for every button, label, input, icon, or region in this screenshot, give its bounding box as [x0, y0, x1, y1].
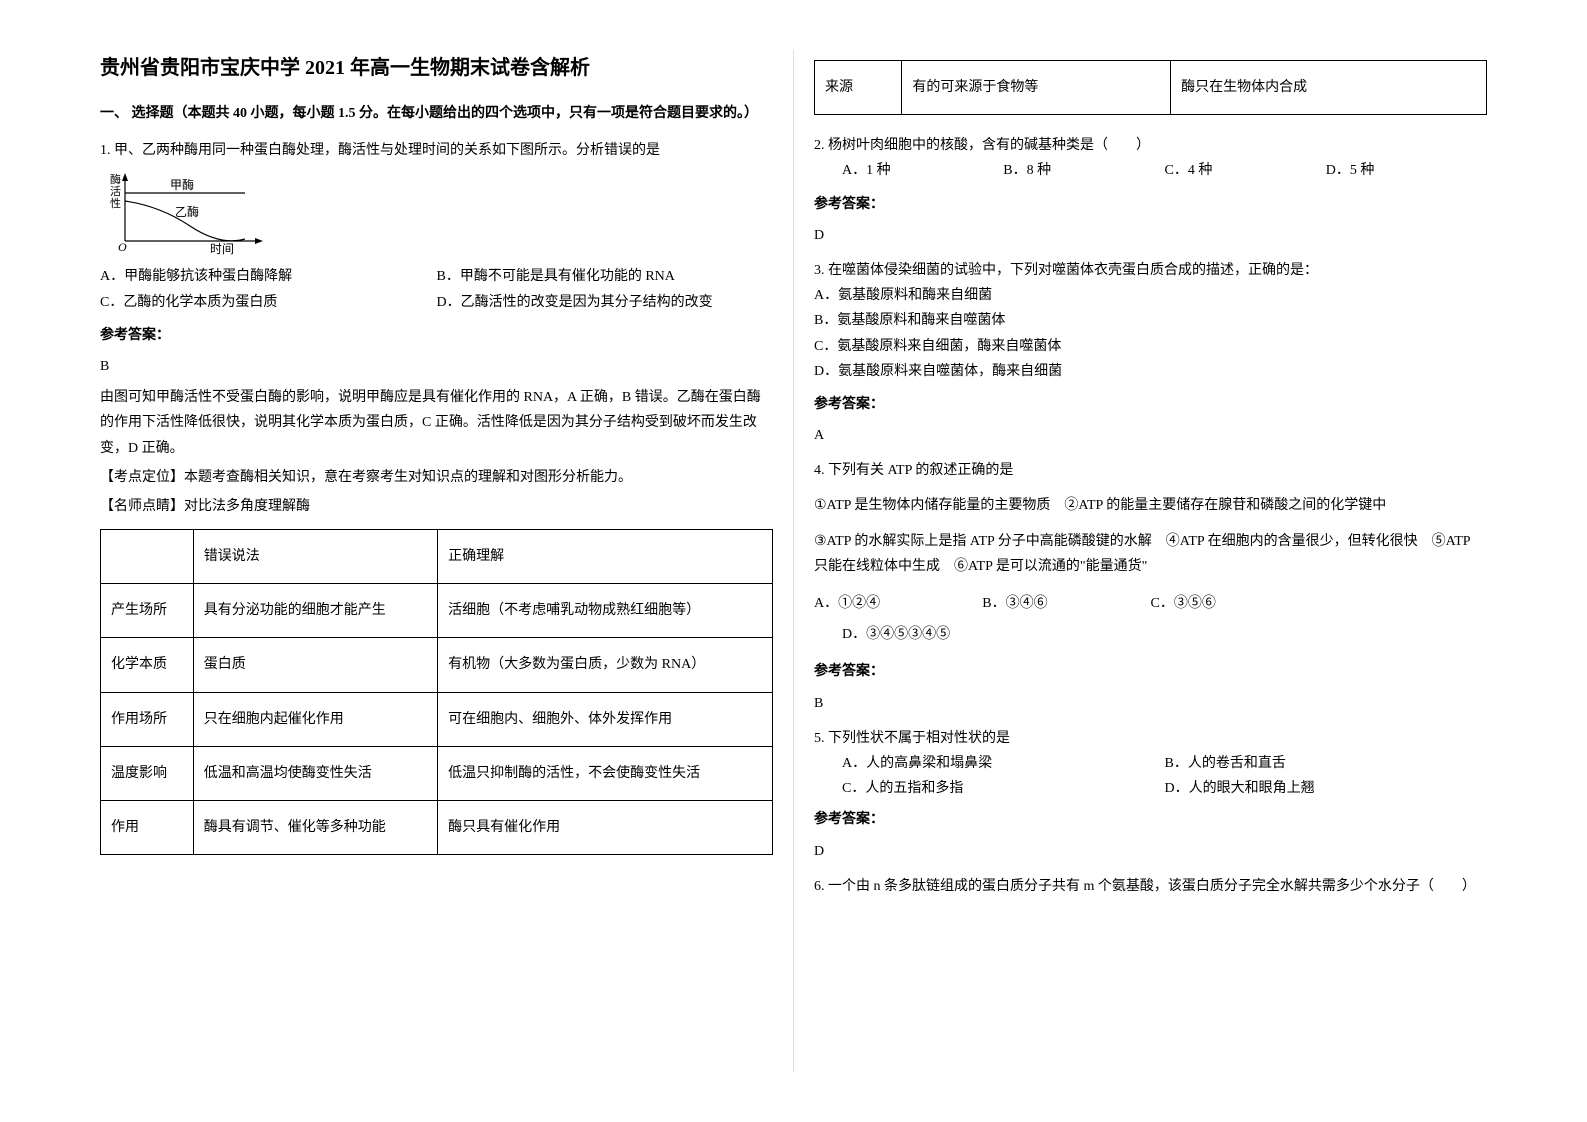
q1-explain1: 由图可知甲酶活性不受蛋白酶的影响，说明甲酶应是具有催化作用的 RNA，A 正确，…	[100, 385, 773, 461]
q4-line1: ①ATP 是生物体内储存能量的主要物质 ②ATP 的能量主要储存在腺苷和磷酸之间…	[814, 493, 1487, 518]
q1-answer: B	[100, 354, 773, 379]
q2-answer-label: 参考答案：	[814, 192, 1487, 217]
q3-optB: B．氨基酸原料和酶来自噬菌体	[814, 308, 1487, 333]
q1-optD: D．乙酶活性的改变是因为其分子结构的改变	[437, 290, 774, 315]
q5-optD: D．人的眼大和眼角上翘	[1165, 776, 1488, 801]
section-intro: 一、 选择题（本题共 40 小题，每小题 1.5 分。在每小题给出的四个选项中，…	[100, 101, 773, 126]
q1-optA: A．甲酶能够抗该种蛋白酶降解	[100, 264, 437, 289]
q3-answer: A	[814, 423, 1487, 448]
q3-stem: 3. 在噬菌体侵染细菌的试验中，下列对噬菌体衣壳蛋白质合成的描述，正确的是：	[814, 258, 1487, 283]
q4-optD: D．③④⑤③④⑤	[814, 622, 1487, 647]
table-row: 化学本质 蛋白质 有机物（大多数为蛋白质，少数为 RNA）	[101, 638, 773, 692]
line1-label: 甲酶	[170, 177, 194, 192]
q5-stem: 5. 下列性状不属于相对性状的是	[814, 726, 1487, 751]
axis-x-label: 时间	[210, 242, 234, 256]
th-correct: 正确理解	[438, 530, 773, 584]
svg-text:O: O	[118, 240, 127, 254]
right-column: 来源 有的可来源于食物等 酶只在生物体内合成 2. 杨树叶肉细胞中的核酸，含有的…	[794, 50, 1507, 1072]
question-6: 6. 一个由 n 条多肽链组成的蛋白质分子共有 m 个氨基酸，该蛋白质分子完全水…	[814, 874, 1487, 899]
q2-optC: C．4 种	[1165, 158, 1326, 183]
q2-answer: D	[814, 223, 1487, 248]
table-row: 来源 有的可来源于食物等 酶只在生物体内合成	[815, 61, 1487, 115]
th-wrong: 错误说法	[193, 530, 437, 584]
line2-label: 乙酶	[175, 204, 199, 219]
q4-answer: B	[814, 691, 1487, 716]
axis-y-label: 酶	[110, 173, 121, 186]
q4-options: A．①②④ B．③④⑥ C．③⑤⑥ D．③④⑤③④⑤	[814, 591, 1487, 647]
compare-table-continued: 来源 有的可来源于食物等 酶只在生物体内合成	[814, 60, 1487, 115]
q2-stem: 2. 杨树叶肉细胞中的核酸，含有的碱基种类是（ ）	[814, 133, 1487, 158]
q1-optC: C．乙酶的化学本质为蛋白质	[100, 290, 437, 315]
q4-stem: 4. 下列有关 ATP 的叙述正确的是	[814, 458, 1487, 483]
q1-answer-label: 参考答案：	[100, 323, 773, 348]
question-4: 4. 下列有关 ATP 的叙述正确的是 ①ATP 是生物体内储存能量的主要物质 …	[814, 458, 1487, 716]
th-blank	[101, 530, 194, 584]
left-column: 贵州省贵阳市宝庆中学 2021 年高一生物期末试卷含解析 一、 选择题（本题共 …	[80, 50, 794, 1072]
q4-optA: A．①②④	[814, 591, 982, 616]
q2-optB: B．8 种	[1003, 158, 1164, 183]
q6-stem: 6. 一个由 n 条多肽链组成的蛋白质分子共有 m 个氨基酸，该蛋白质分子完全水…	[814, 874, 1487, 899]
q3-optA: A．氨基酸原料和酶来自细菌	[814, 283, 1487, 308]
question-3: 3. 在噬菌体侵染细菌的试验中，下列对噬菌体衣壳蛋白质合成的描述，正确的是： A…	[814, 258, 1487, 448]
table-row: 作用 酶具有调节、催化等多种功能 酶只具有催化作用	[101, 801, 773, 855]
table-header-row: 错误说法 正确理解	[101, 530, 773, 584]
q5-optB: B．人的卷舌和直舌	[1165, 751, 1488, 776]
q5-optC: C．人的五指和多指	[842, 776, 1165, 801]
question-5: 5. 下列性状不属于相对性状的是 A．人的高鼻梁和塌鼻梁 B．人的卷舌和直舌 C…	[814, 726, 1487, 864]
q5-optA: A．人的高鼻梁和塌鼻梁	[842, 751, 1165, 776]
table-row: 产生场所 具有分泌功能的细胞才能产生 活细胞（不考虑哺乳动物成熟红细胞等）	[101, 584, 773, 638]
svg-text:性: 性	[110, 196, 121, 210]
q2-optA: A．1 种	[842, 158, 1003, 183]
q2-optD: D．5 种	[1326, 158, 1487, 183]
question-2: 2. 杨树叶肉细胞中的核酸，含有的碱基种类是（ ） A．1 种 B．8 种 C．…	[814, 133, 1487, 248]
page-title: 贵州省贵阳市宝庆中学 2021 年高一生物期末试卷含解析	[100, 50, 773, 86]
q1-optB: B．甲酶不可能是具有催化功能的 RNA	[437, 264, 774, 289]
compare-table: 错误说法 正确理解 产生场所 具有分泌功能的细胞才能产生 活细胞（不考虑哺乳动物…	[100, 529, 773, 855]
q4-optC: C．③⑤⑥	[1151, 591, 1319, 616]
table-row: 温度影响 低温和高温均使酶变性失活 低温只抑制酶的活性，不会使酶变性失活	[101, 746, 773, 800]
q4-line2: ③ATP 的水解实际上是指 ATP 分子中高能磷酸键的水解 ④ATP 在细胞内的…	[814, 529, 1487, 579]
q2-options: A．1 种 B．8 种 C．4 种 D．5 种	[814, 158, 1487, 183]
svg-text:活: 活	[110, 185, 121, 198]
q1-options: A．甲酶能够抗该种蛋白酶降解 B．甲酶不可能是具有催化功能的 RNA C．乙酶的…	[100, 264, 773, 314]
q4-answer-label: 参考答案：	[814, 659, 1487, 684]
table-row: 作用场所 只在细胞内起催化作用 可在细胞内、细胞外、体外发挥作用	[101, 692, 773, 746]
q1-explain3: 【名师点睛】对比法多角度理解酶	[100, 494, 773, 519]
q3-answer-label: 参考答案：	[814, 392, 1487, 417]
q1-explain2: 【考点定位】本题考查酶相关知识，意在考察考生对知识点的理解和对图形分析能力。	[100, 465, 773, 490]
q3-optD: D．氨基酸原料来自噬菌体，酶来自细菌	[814, 359, 1487, 384]
q5-answer-label: 参考答案：	[814, 807, 1487, 832]
q1-stem: 1. 甲、乙两种酶用同一种蛋白酶处理，酶活性与处理时间的关系如下图所示。分析错误…	[100, 138, 773, 163]
question-1: 1. 甲、乙两种酶用同一种蛋白酶处理，酶活性与处理时间的关系如下图所示。分析错误…	[100, 138, 773, 519]
q3-optC: C．氨基酸原料来自细菌，酶来自噬菌体	[814, 334, 1487, 359]
q1-figure: 酶 活 性 甲酶 乙酶 O 时间	[110, 171, 773, 256]
q4-optB: B．③④⑥	[982, 591, 1150, 616]
q5-answer: D	[814, 839, 1487, 864]
q5-options: A．人的高鼻梁和塌鼻梁 B．人的卷舌和直舌 C．人的五指和多指 D．人的眼大和眼…	[814, 751, 1487, 801]
